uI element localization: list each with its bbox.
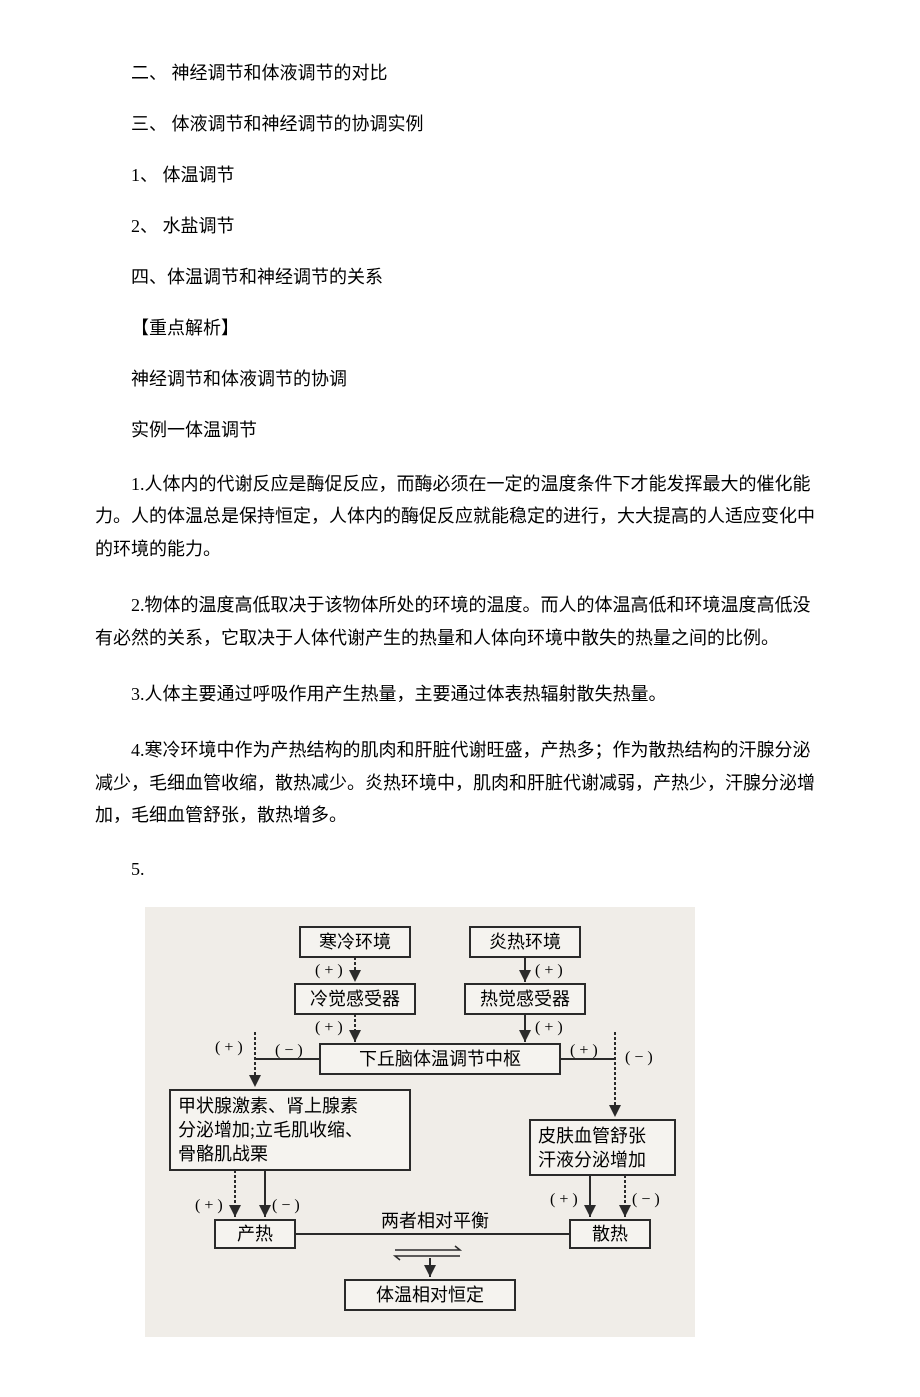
thermoregulation-diagram: 寒冷环境 炎热环境 ( + ) ( + ) 冷觉感受器 热觉感受器 ( + ) …	[145, 907, 695, 1337]
node-hot-env: 炎热环境	[489, 932, 561, 952]
right-box-line2: 汗液分泌增加	[538, 1150, 646, 1170]
analysis-heading: 【重点解析】	[95, 315, 825, 342]
node-cold-recv: 冷觉感受器	[310, 989, 400, 1009]
minus-1: ( − )	[275, 1042, 303, 1059]
plus-7: ( + )	[195, 1197, 223, 1214]
plus-6: ( + )	[570, 1042, 598, 1059]
plus-1: ( + )	[315, 962, 343, 979]
plus-5: ( + )	[215, 1039, 243, 1056]
node-hot-recv: 热觉感受器	[480, 989, 570, 1009]
analysis-title2: 实例一体温调节	[95, 417, 825, 444]
analysis-p4: 4.寒冷环境中作为产热结构的肌肉和肝脏代谢旺盛，产热多；作为散热结构的汗腺分泌减…	[95, 734, 825, 831]
analysis-title1: 神经调节和体液调节的协调	[95, 366, 825, 393]
plus-2: ( + )	[535, 962, 563, 979]
analysis-p1: 1.人体内的代谢反应是酶促反应，而酶必须在一定的温度条件下才能发挥最大的催化能力…	[95, 468, 825, 565]
outline-item-4: 四、体温调节和神经调节的关系	[95, 264, 825, 291]
outline-sub-1: 1、 体温调节	[95, 162, 825, 189]
minus-3: ( − )	[272, 1197, 300, 1214]
node-produce: 产热	[237, 1224, 273, 1244]
left-box-line1: 甲状腺激素、肾上腺素	[178, 1096, 358, 1116]
balance-label: 两者相对平衡	[381, 1211, 489, 1231]
left-box-line3: 骨骼肌战栗	[178, 1144, 268, 1164]
outline-sub-2: 2、 水盐调节	[95, 213, 825, 240]
analysis-p3: 3.人体主要通过呼吸作用产生热量，主要通过体表热辐射散失热量。	[95, 678, 825, 710]
plus-8: ( + )	[550, 1191, 578, 1208]
outline-item-2: 二、 神经调节和体液调节的对比	[95, 60, 825, 87]
analysis-p5: 5.	[95, 856, 825, 883]
plus-3: ( + )	[315, 1019, 343, 1036]
analysis-p2: 2.物体的温度高低取决于该物体所处的环境的温度。而人的体温高低和环境温度高低没有…	[95, 589, 825, 654]
plus-4: ( + )	[535, 1019, 563, 1036]
minus-4: ( − )	[632, 1191, 660, 1208]
outline-item-3: 三、 体液调节和神经调节的协调实例	[95, 111, 825, 138]
node-dissipate: 散热	[592, 1224, 628, 1244]
node-center: 下丘脑体温调节中枢	[359, 1049, 521, 1069]
minus-2: ( − )	[625, 1049, 653, 1066]
node-cold-env: 寒冷环境	[319, 932, 391, 952]
left-box-line2: 分泌增加;立毛肌收缩、	[178, 1120, 363, 1140]
right-box-line1: 皮肤血管舒张	[538, 1126, 646, 1146]
